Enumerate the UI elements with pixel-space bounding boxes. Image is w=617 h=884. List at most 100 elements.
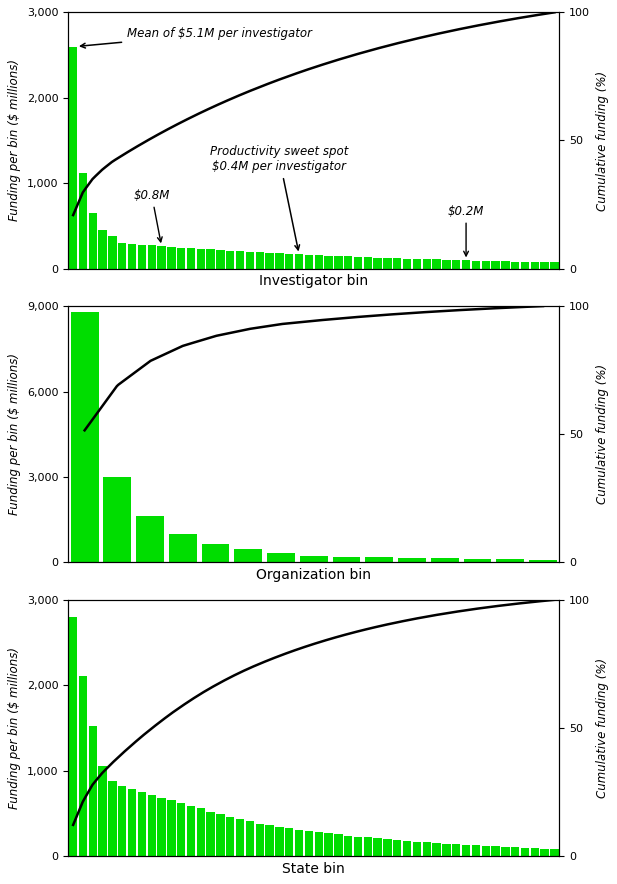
Bar xyxy=(104,477,131,562)
Bar xyxy=(207,249,215,269)
Bar xyxy=(99,766,107,856)
Bar xyxy=(529,560,557,562)
Bar xyxy=(71,312,99,562)
Bar xyxy=(108,236,117,269)
Bar xyxy=(285,828,294,856)
Bar xyxy=(511,262,520,269)
Bar xyxy=(295,255,303,269)
Bar xyxy=(197,808,205,856)
Bar xyxy=(344,835,352,856)
Bar xyxy=(491,261,500,269)
Bar xyxy=(147,795,156,856)
Bar xyxy=(207,812,215,856)
Text: Productivity sweet spot
$0.4M per investigator: Productivity sweet spot $0.4M per invest… xyxy=(210,145,349,250)
Bar xyxy=(236,251,244,269)
Text: $0.2M: $0.2M xyxy=(448,204,484,256)
Bar xyxy=(403,258,412,269)
Bar xyxy=(305,831,313,856)
Bar xyxy=(521,848,529,856)
Bar xyxy=(462,260,470,269)
Bar xyxy=(442,843,450,856)
Bar xyxy=(413,259,421,269)
Bar xyxy=(69,617,77,856)
Y-axis label: Cumulative funding (%): Cumulative funding (%) xyxy=(595,658,608,798)
Bar xyxy=(452,260,460,269)
Bar xyxy=(373,838,382,856)
Bar xyxy=(226,251,234,269)
Bar xyxy=(365,558,393,562)
Bar xyxy=(354,836,362,856)
Bar xyxy=(217,250,225,269)
Bar xyxy=(167,247,176,269)
Bar xyxy=(108,781,117,856)
Bar xyxy=(265,826,274,856)
Bar xyxy=(334,256,342,269)
Bar xyxy=(202,544,230,562)
Bar xyxy=(128,789,136,856)
Bar xyxy=(197,249,205,269)
Bar xyxy=(363,257,372,269)
Bar xyxy=(325,834,333,856)
Bar xyxy=(550,263,558,269)
Bar xyxy=(305,255,313,269)
Bar xyxy=(246,252,254,269)
Bar xyxy=(275,827,284,856)
Bar xyxy=(413,842,421,856)
Bar xyxy=(383,839,392,856)
Bar xyxy=(540,263,549,269)
Text: $0.8M: $0.8M xyxy=(133,188,170,242)
Y-axis label: Funding per bin ($ millions): Funding per bin ($ millions) xyxy=(9,59,22,222)
Bar xyxy=(226,817,234,856)
Bar xyxy=(383,258,392,269)
Bar xyxy=(472,261,480,269)
Bar xyxy=(315,255,323,269)
Bar xyxy=(265,253,274,269)
Bar xyxy=(325,255,333,269)
Bar xyxy=(255,824,264,856)
Bar xyxy=(393,258,402,269)
Bar xyxy=(354,256,362,269)
Bar xyxy=(217,814,225,856)
Bar xyxy=(531,848,539,856)
Bar xyxy=(501,262,510,269)
Bar xyxy=(177,248,185,269)
Y-axis label: Funding per bin ($ millions): Funding per bin ($ millions) xyxy=(9,647,22,809)
Bar xyxy=(118,243,126,269)
Bar xyxy=(398,558,426,562)
Bar xyxy=(333,557,360,562)
Bar xyxy=(79,173,87,269)
Bar xyxy=(300,556,328,562)
Bar xyxy=(138,245,146,269)
Bar xyxy=(267,552,295,562)
Bar xyxy=(531,262,539,269)
Bar xyxy=(118,786,126,856)
Bar xyxy=(255,252,264,269)
Bar xyxy=(157,797,166,856)
Bar xyxy=(99,230,107,269)
Y-axis label: Cumulative funding (%): Cumulative funding (%) xyxy=(595,364,608,504)
Bar xyxy=(403,841,412,856)
Bar xyxy=(295,830,303,856)
Y-axis label: Funding per bin ($ millions): Funding per bin ($ millions) xyxy=(9,354,22,515)
Bar xyxy=(344,256,352,269)
Bar xyxy=(89,726,97,856)
Bar xyxy=(236,819,244,856)
Bar xyxy=(423,842,431,856)
Bar xyxy=(89,213,97,269)
Bar xyxy=(157,246,166,269)
Bar xyxy=(511,847,520,856)
Bar xyxy=(285,254,294,269)
Bar xyxy=(177,804,185,856)
Bar xyxy=(187,248,195,269)
Bar xyxy=(234,549,262,562)
Bar xyxy=(540,849,549,856)
Bar xyxy=(433,843,441,856)
X-axis label: Investigator bin: Investigator bin xyxy=(259,274,368,288)
Bar xyxy=(462,845,470,856)
Bar xyxy=(472,845,480,856)
Bar xyxy=(521,262,529,269)
Bar xyxy=(187,806,195,856)
Bar xyxy=(501,847,510,856)
Bar xyxy=(463,559,492,562)
Bar xyxy=(481,846,490,856)
